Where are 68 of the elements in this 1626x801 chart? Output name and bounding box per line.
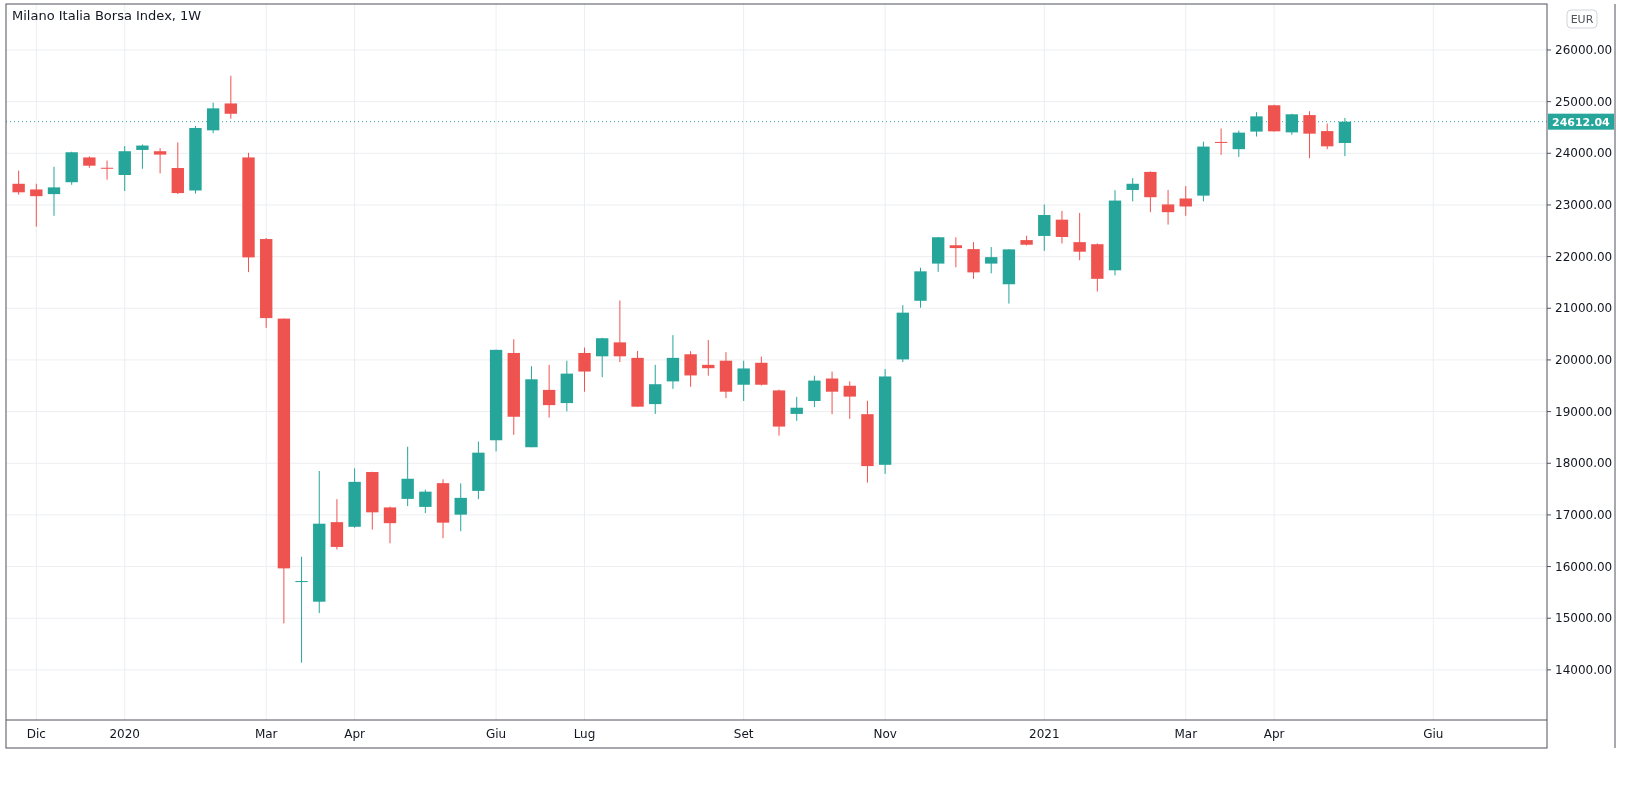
candlestick [808, 375, 821, 408]
y-tick-label: 17000.00 [1555, 508, 1613, 523]
candlestick [47, 166, 61, 217]
candlestick [100, 160, 114, 181]
candlestick [383, 506, 397, 544]
candlestick [649, 364, 662, 415]
x-tick-label: Giu [1423, 727, 1444, 742]
candlestick [1250, 111, 1263, 138]
candlestick [755, 356, 768, 387]
y-axis-title: EUR [1570, 12, 1594, 26]
candlestick [153, 147, 167, 174]
x-tick-label: Nov [873, 727, 897, 742]
candlestick [136, 144, 149, 170]
candlestick [30, 183, 43, 228]
x-tick-label: Apr [344, 727, 366, 742]
candlestick [1321, 123, 1334, 150]
y-tick-label: 20000.00 [1555, 353, 1613, 368]
candlestick [613, 300, 627, 363]
x-tick-label: Mar [254, 727, 278, 742]
candlestick [578, 347, 591, 393]
candlestick [985, 246, 998, 274]
candlestick [825, 371, 839, 415]
candlestick [12, 170, 25, 196]
y-tick-label: 14000.00 [1555, 663, 1613, 678]
y-tick-label: 24000.00 [1555, 146, 1613, 161]
x-tick-label: Apr [1263, 727, 1285, 742]
y-tick-label: 16000.00 [1555, 559, 1613, 574]
candlestick [967, 241, 980, 280]
x-tick-label: 2021 [1029, 727, 1060, 742]
candlestick [401, 446, 414, 507]
y-tick-label: 15000.00 [1555, 611, 1613, 626]
y-tick-label: 19000.00 [1555, 404, 1613, 419]
candlestick [1232, 130, 1245, 158]
candlestick [224, 75, 238, 120]
x-tick-label: Mar [1174, 727, 1198, 742]
candlestick [684, 350, 697, 388]
y-tick-label: 23000.00 [1555, 198, 1613, 213]
candlestick [1179, 185, 1192, 217]
candlestick [1055, 210, 1069, 244]
candlestick [1073, 212, 1086, 261]
ref-line-label: 24612.04 [1552, 115, 1611, 129]
x-tick-label: 2020 [109, 727, 141, 742]
candlestick [1303, 110, 1316, 159]
candlestick [737, 360, 750, 402]
chart-title: Milano Italia Borsa Index, 1W [12, 8, 202, 23]
x-tick-label: Giu [485, 727, 507, 742]
x-tick-label: Dic [26, 727, 46, 742]
candlestick [843, 380, 856, 420]
y-tick-label: 26000.00 [1555, 43, 1613, 58]
candlestick [1161, 189, 1175, 226]
candlestick [454, 482, 467, 532]
x-tick-label: Set [733, 727, 754, 742]
candlestick [596, 337, 609, 378]
candlestick [949, 236, 963, 268]
y-tick-label: 21000.00 [1555, 301, 1613, 316]
candlestick [1214, 128, 1228, 156]
x-tick-label: Lug [573, 727, 596, 742]
candlestick [542, 364, 556, 419]
candlestick [419, 489, 432, 514]
y-tick-label: 18000.00 [1555, 456, 1613, 471]
y-tick-label: 22000.00 [1555, 249, 1613, 264]
candlestick [790, 396, 803, 422]
candlestick [666, 334, 680, 390]
candlestick [1038, 203, 1051, 252]
y-tick-label: 25000.00 [1555, 94, 1613, 109]
candlestick [1126, 177, 1139, 202]
candlestick [295, 556, 308, 664]
candlestick [118, 145, 131, 192]
